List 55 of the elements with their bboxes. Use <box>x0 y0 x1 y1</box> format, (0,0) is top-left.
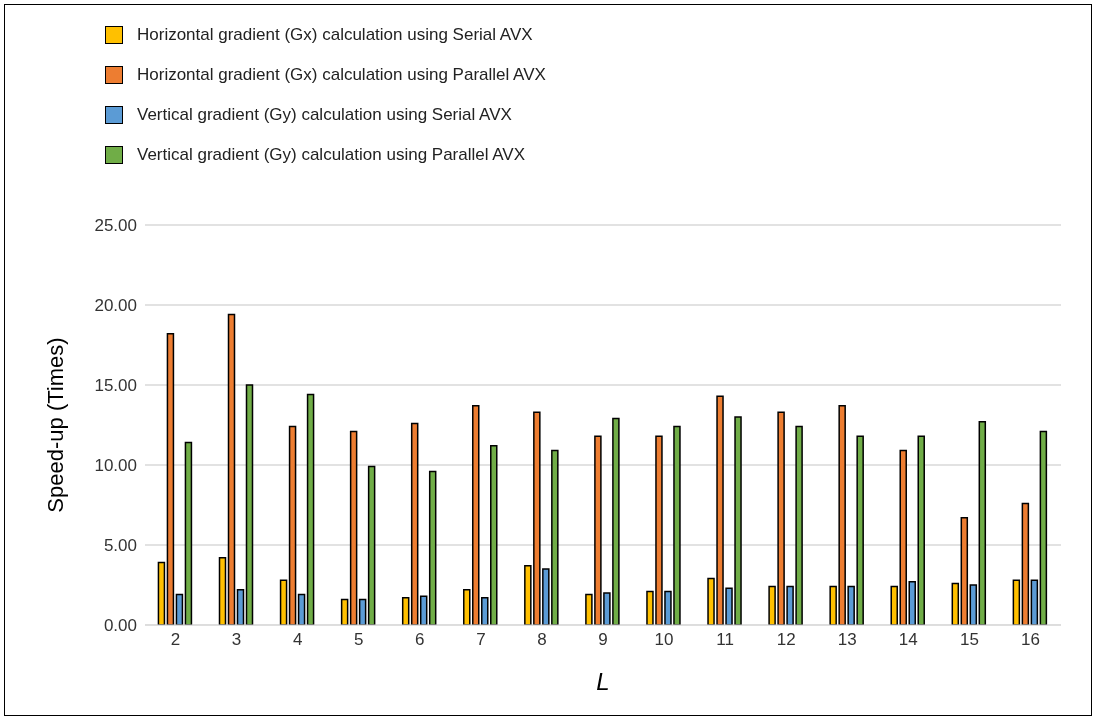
x-tick-label: 14 <box>898 630 918 650</box>
bar <box>157 561 166 625</box>
x-tick-label: 9 <box>598 630 608 650</box>
bar <box>166 333 175 625</box>
y-tick-label: 10.00 <box>94 456 137 476</box>
bar <box>358 598 367 625</box>
bar <box>288 425 297 625</box>
bar <box>340 598 349 625</box>
x-tick-label: 5 <box>354 630 364 650</box>
x-tick-label: 16 <box>1021 630 1040 650</box>
x-tick-label: 2 <box>170 630 181 650</box>
legend-label: Vertical gradient (Gy) calculation using Parallel AVX <box>137 145 526 165</box>
x-tick-label: 4 <box>292 630 303 650</box>
legend-label: Vertical gradient (Gy) calculation using Serial AVX <box>137 105 512 125</box>
x-tick-label: 7 <box>476 630 486 650</box>
x-tick-label: 6 <box>415 630 425 650</box>
bar <box>236 589 245 625</box>
bar <box>297 593 306 625</box>
bar <box>367 465 376 625</box>
bar <box>951 582 960 625</box>
x-tick-label: 10 <box>654 630 674 650</box>
legend-label: Horizontal gradient (Gx) calculation using Parallel AVX <box>137 65 546 85</box>
bar <box>349 430 358 625</box>
bar <box>1012 579 1021 625</box>
x-tick-label: 11 <box>716 630 734 650</box>
bar <box>419 595 428 625</box>
bar <box>978 421 987 625</box>
x-tick-label: 13 <box>837 630 857 650</box>
y-tick-label: 25.00 <box>94 216 137 236</box>
bar <box>227 313 236 625</box>
x-tick-label: 12 <box>776 630 796 650</box>
legend-label: Horizontal gradient (Gx) calculation using Serial AVX <box>137 25 533 45</box>
bar <box>969 584 978 625</box>
bar <box>218 557 227 625</box>
x-tick-label: 15 <box>959 630 979 650</box>
bar <box>1030 579 1039 625</box>
bar <box>401 597 410 625</box>
bar <box>410 422 419 625</box>
y-tick-label: 0.00 <box>103 616 137 636</box>
bar <box>306 393 315 625</box>
bar <box>960 517 969 625</box>
bar <box>279 579 288 625</box>
bar <box>1039 430 1048 625</box>
bar <box>175 593 184 625</box>
x-tick-label: 3 <box>231 630 242 650</box>
bar <box>428 470 437 625</box>
x-axis-title: L <box>596 668 610 695</box>
y-tick-label: 20.00 <box>94 296 137 316</box>
y-tick-label: 15.00 <box>94 376 137 396</box>
y-tick-label: 5.00 <box>103 536 137 556</box>
x-tick-label: 8 <box>537 630 547 650</box>
bar <box>1021 502 1030 625</box>
bar <box>184 441 193 625</box>
y-axis-title: Speed-up (Times) <box>42 337 68 513</box>
bar <box>245 384 254 625</box>
